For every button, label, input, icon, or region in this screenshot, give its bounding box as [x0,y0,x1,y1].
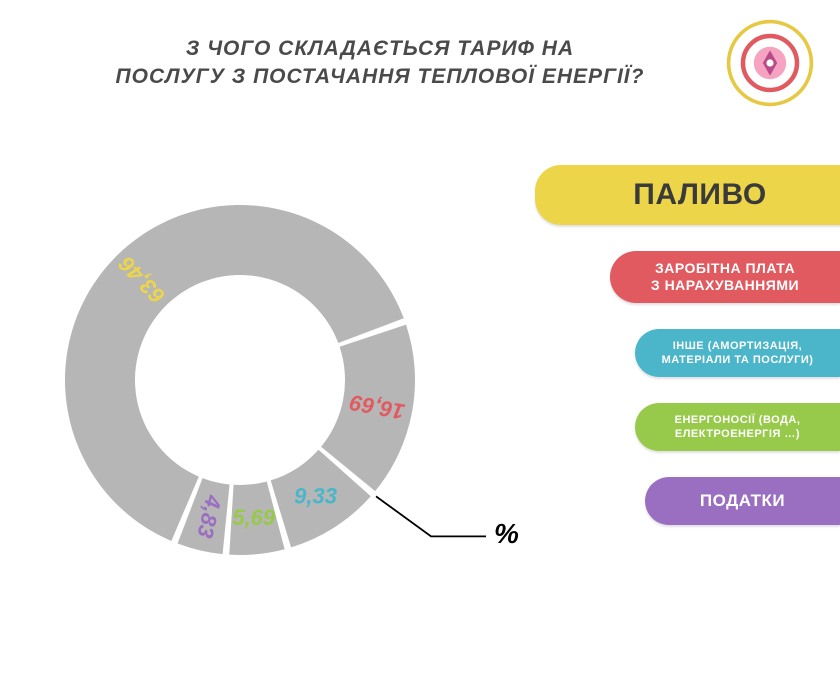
title-line-2: ПОСЛУГУ З ПОСТАЧАННЯ ТЕПЛОВОЇ ЕНЕРГІЇ? [116,65,645,88]
title-line-1: З ЧОГО СКЛАДАЄТЬСЯ ТАРИФ НА [186,37,574,60]
logo-center-dot [766,59,773,66]
legend-item-2: ІНШЕ (АМОРТИЗАЦІЯ,МАТЕРІАЛИ ТА ПОСЛУГИ) [635,329,840,377]
legend: ПАЛИВО ЗАРОБІТНА ПЛАТАЗ НАРАХУВАННЯМИ ІНШЕ… [535,165,840,525]
slice-label-other: 9,33 [294,484,337,509]
percent-label: % [494,518,519,550]
tariff-donut-chart: 63,4616,699,335,694,83 [40,180,440,580]
page-title: З ЧОГО СКЛАДАЄТЬСЯ ТАРИФ НА ПОСЛУГУ З ПО… [60,35,700,92]
legend-item-4: ПОДАТКИ [645,477,840,525]
slice-label-energy: 5,69 [232,505,276,530]
company-logo [725,18,815,108]
legend-item-0: ПАЛИВО [535,165,840,225]
legend-item-1: ЗАРОБІТНА ПЛАТАЗ НАРАХУВАННЯМИ [610,251,840,303]
legend-item-3: ЕНЕРГОНОСІЇ (ВОДА,ЕЛЕКТРОЕНЕРГІЯ …) [635,403,840,451]
